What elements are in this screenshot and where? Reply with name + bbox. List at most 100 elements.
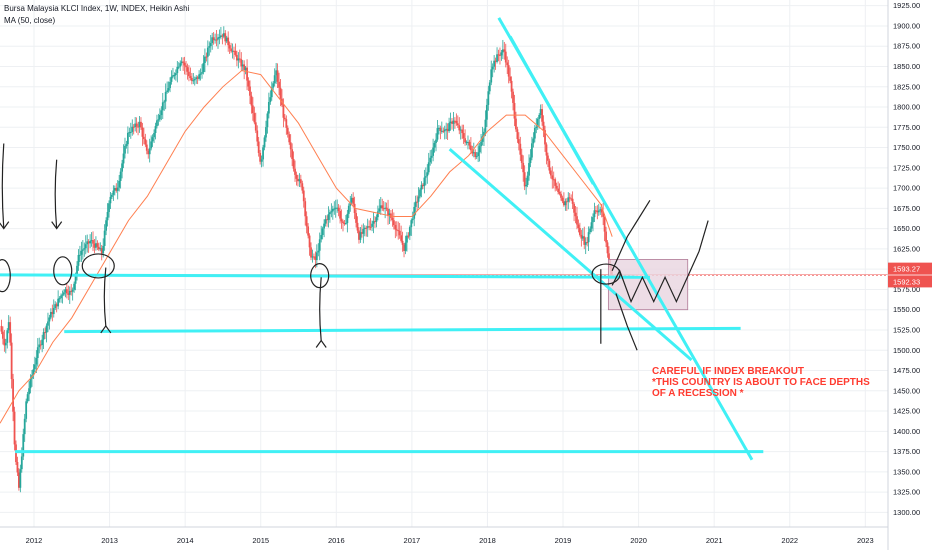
candle-body <box>172 75 174 77</box>
projection-down <box>615 293 638 351</box>
candle-body <box>16 462 19 473</box>
candle-body <box>580 234 583 239</box>
candle-body <box>222 33 225 37</box>
candle-body <box>413 206 416 219</box>
candle-body <box>4 342 7 346</box>
candle-body <box>84 244 87 249</box>
y-tick-label: 1350.00 <box>893 467 920 476</box>
candle-body <box>407 235 410 237</box>
candle-body <box>29 378 32 389</box>
candle-body <box>153 132 155 138</box>
candle-body <box>320 234 323 240</box>
x-tick-label: 2019 <box>555 536 572 545</box>
marker-circle <box>0 259 11 293</box>
candle-body <box>22 434 25 457</box>
candle-body <box>384 207 387 209</box>
candle-body <box>157 119 160 121</box>
candle-body <box>164 91 167 102</box>
candle-body <box>129 131 132 133</box>
candle-body <box>400 235 403 241</box>
candle-body <box>92 240 94 244</box>
candle-body <box>503 49 506 52</box>
candle-body <box>555 185 558 189</box>
trend-line <box>448 148 693 362</box>
candle-body <box>167 88 170 91</box>
y-tick-label: 1750.00 <box>893 143 920 152</box>
candle-body <box>283 117 286 120</box>
candle-body <box>472 152 475 154</box>
candle-body <box>333 208 336 210</box>
candle-body <box>350 197 353 203</box>
candle-body <box>427 162 430 173</box>
y-tick-label: 1850.00 <box>893 62 920 71</box>
candle-body <box>215 39 218 41</box>
candle-body <box>528 163 530 176</box>
plot-background <box>0 0 888 527</box>
y-tick-label: 1725.00 <box>893 163 920 172</box>
candle-body <box>95 243 97 248</box>
candle-body <box>301 183 304 191</box>
candle-body <box>385 207 388 209</box>
candle-body <box>517 139 520 144</box>
candle-body <box>150 141 153 149</box>
candle-body <box>170 76 173 82</box>
candle-body <box>340 218 343 222</box>
candle-body <box>305 216 308 227</box>
candle-body <box>481 136 484 142</box>
candle-body <box>13 411 16 445</box>
marker-circle <box>81 253 115 279</box>
candle-body <box>205 56 208 58</box>
candle-body <box>73 283 76 290</box>
candle-body <box>496 54 498 62</box>
candle-body <box>185 65 187 68</box>
candle-body <box>71 289 74 292</box>
candle-body <box>311 256 314 258</box>
y-tick-label: 1900.00 <box>893 21 920 30</box>
candle-body <box>0 325 3 332</box>
candle-body <box>533 128 536 139</box>
x-tick-label: 2020 <box>630 536 647 545</box>
up-arrow-head <box>100 324 112 334</box>
x-tick-label: 2022 <box>781 536 798 545</box>
candle-body <box>392 220 395 226</box>
candle-body <box>465 142 468 144</box>
candle-body <box>581 236 584 239</box>
candle-body <box>182 61 185 63</box>
candle-body <box>160 110 163 116</box>
candle-body <box>576 216 578 225</box>
candle-body <box>140 121 142 128</box>
candle-body <box>267 102 270 114</box>
candle-body <box>414 201 417 207</box>
candle-body <box>369 226 372 228</box>
candle-body <box>561 197 564 202</box>
candle-body <box>439 127 442 131</box>
candle-body <box>583 236 586 245</box>
candle-body <box>48 317 51 322</box>
candle-body <box>299 179 302 184</box>
annotation-line-2: *THIS COUNTRY IS ABOUT TO FACE DEPTHS <box>652 377 870 388</box>
candle-body <box>42 332 45 340</box>
candle-body <box>25 401 28 419</box>
candle-body <box>483 131 485 137</box>
candle-body <box>166 90 169 92</box>
candle-body <box>134 123 137 128</box>
candle-body <box>510 80 513 92</box>
candle-body <box>266 113 269 128</box>
candle-body <box>464 138 466 143</box>
candle-body <box>422 184 424 187</box>
candle-body <box>326 219 328 221</box>
candle-body <box>549 170 552 176</box>
grid <box>0 0 888 527</box>
candle-body <box>3 338 6 346</box>
candle-body <box>374 221 376 223</box>
candle-body <box>355 213 357 223</box>
candle-body <box>212 37 215 41</box>
candle-body <box>552 179 555 181</box>
candle-body <box>587 232 590 243</box>
y-tick-label: 1575.00 <box>893 285 920 294</box>
candle-body <box>196 77 199 79</box>
candle-body <box>573 203 575 213</box>
candle-body <box>76 265 78 275</box>
candle-body <box>432 147 434 156</box>
candle-body <box>398 230 401 236</box>
